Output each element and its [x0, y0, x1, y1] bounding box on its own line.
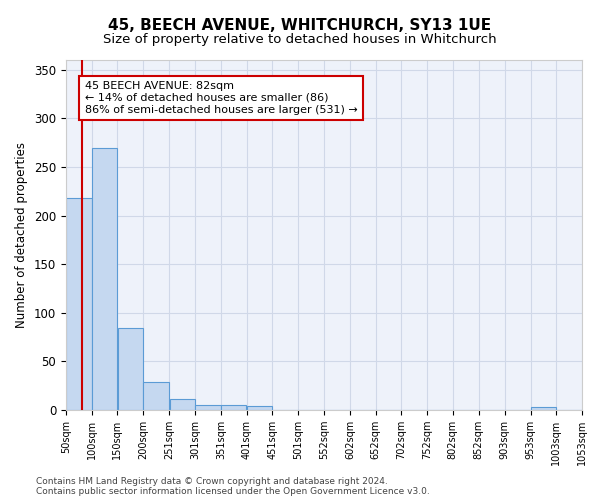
Bar — [66, 198, 92, 410]
Text: Contains HM Land Registry data © Crown copyright and database right 2024.: Contains HM Land Registry data © Crown c… — [36, 478, 388, 486]
Text: 45, BEECH AVENUE, WHITCHURCH, SY13 1UE: 45, BEECH AVENUE, WHITCHURCH, SY13 1UE — [109, 18, 491, 32]
Bar — [143, 382, 169, 410]
Bar — [530, 407, 556, 410]
Bar — [92, 148, 118, 410]
Text: Contains public sector information licensed under the Open Government Licence v3: Contains public sector information licen… — [36, 488, 430, 496]
Y-axis label: Number of detached properties: Number of detached properties — [16, 142, 28, 328]
Bar — [247, 406, 272, 410]
Bar — [221, 405, 247, 410]
Text: 45 BEECH AVENUE: 82sqm
← 14% of detached houses are smaller (86)
86% of semi-det: 45 BEECH AVENUE: 82sqm ← 14% of detached… — [85, 82, 358, 114]
Text: Size of property relative to detached houses in Whitchurch: Size of property relative to detached ho… — [103, 32, 497, 46]
Bar — [118, 328, 143, 410]
Bar — [170, 400, 195, 410]
Bar — [195, 405, 221, 410]
